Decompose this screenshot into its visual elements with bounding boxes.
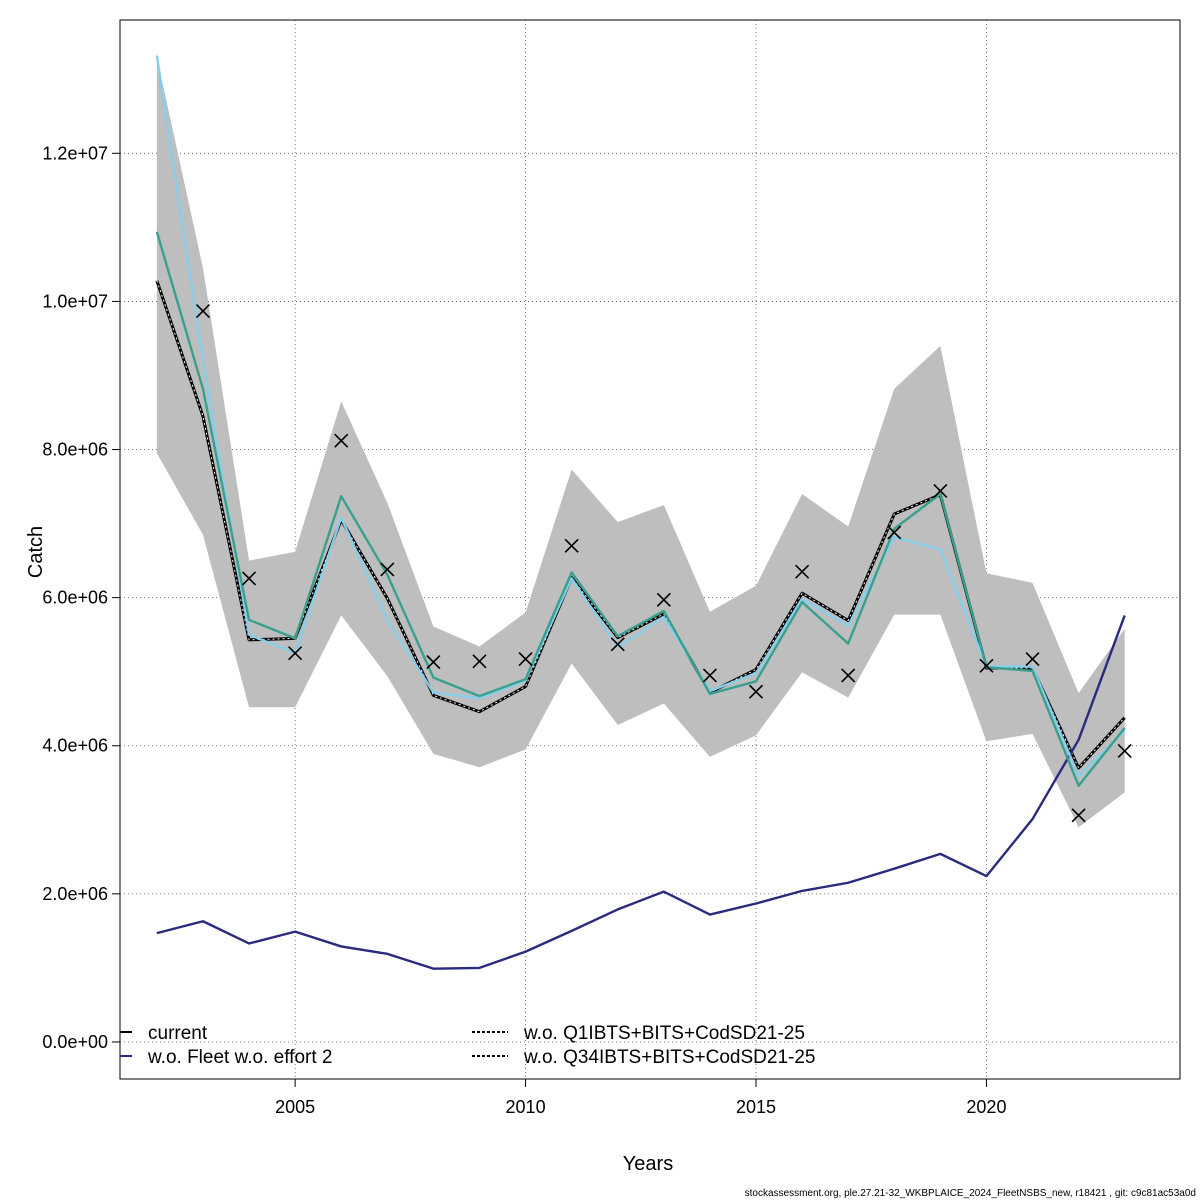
- observation-marker: [334, 433, 349, 448]
- x-tick-label: 2010: [506, 1097, 546, 1117]
- legend-item: w.o. Q1IBTS+BITS+CodSD21-25: [472, 1023, 805, 1044]
- observation-marker: [1117, 743, 1132, 758]
- observation-marker-stroke: [795, 564, 810, 579]
- y-tick-label: 4.0e+06: [42, 736, 108, 756]
- y-tick-label: 6.0e+06: [42, 588, 108, 608]
- observation-marker-stroke: [610, 637, 625, 652]
- observation-marker-stroke: [933, 483, 948, 499]
- axes-layer: 2005 2010 2015 2020 0.0e+00 2.0e+06 4.0e+06 6.0…: [42, 143, 1006, 1117]
- observation-marker: [748, 684, 764, 699]
- series-line-2: [155, 55, 1126, 778]
- observation-marker-stroke: [979, 658, 994, 673]
- series-line-1: [156, 614, 1126, 970]
- legend-label: current: [148, 1023, 208, 1044]
- observation-marker-stroke: [748, 684, 764, 699]
- y-tick-label: 2.0e+06: [42, 884, 108, 904]
- legend-label: w.o. Fleet w.o. effort 2: [147, 1047, 332, 1068]
- observation-marker-stroke: [887, 525, 902, 540]
- observation-marker-stroke: [564, 538, 579, 553]
- footer-note: stockassessment.org, ple.27.21-32_WKBPLA…: [745, 1188, 1196, 1199]
- observation-marker-stroke: [241, 571, 257, 586]
- observation-marker: [288, 646, 303, 661]
- observation-marker-stroke: [195, 303, 211, 319]
- observation-marker: [426, 654, 441, 670]
- y-axis-title: Catch: [25, 526, 47, 578]
- y-tick-label: 1.2e+07: [42, 143, 108, 163]
- observation-marker: [795, 564, 810, 579]
- legend-item: w.o. Fleet w.o. effort 2: [120, 1047, 332, 1068]
- observation-marker: [887, 525, 902, 540]
- observation-marker-stroke: [380, 562, 395, 577]
- observation-marker: [518, 652, 533, 667]
- x-axis-title: Years: [623, 1153, 673, 1175]
- y-tick-label: 8.0e+06: [42, 440, 108, 460]
- observation-marker: [702, 668, 717, 683]
- observation-marker-stroke: [334, 433, 349, 448]
- observation-marker: [656, 592, 671, 607]
- observation-marker-stroke: [1071, 808, 1086, 823]
- observation-marker: [472, 654, 487, 669]
- observation-marker: [610, 637, 625, 652]
- observation-marker-stroke: [472, 654, 487, 669]
- plot-frame: [119, 19, 1181, 1080]
- observation-marker-stroke: [1117, 743, 1132, 758]
- y-tick-label: 0.0e+00: [42, 1032, 108, 1052]
- confidence-band-layer: [156, 57, 1125, 828]
- legend-label: w.o. Q1IBTS+BITS+CodSD21-25: [523, 1023, 805, 1044]
- observation-marker: [241, 571, 257, 586]
- observation-marker-stroke: [518, 652, 533, 667]
- series-line-3: [155, 231, 1126, 787]
- observation-marker: [380, 562, 395, 577]
- x-tick-label: 2005: [275, 1097, 315, 1117]
- observation-markers-layer: [195, 303, 1132, 823]
- y-tick-label: 1.0e+07: [42, 291, 108, 311]
- observation-marker: [564, 538, 579, 553]
- observation-marker-stroke: [702, 668, 717, 683]
- x-tick-label: 2015: [736, 1097, 776, 1117]
- observation-marker: [195, 303, 211, 319]
- observation-marker: [841, 668, 856, 683]
- observation-marker: [933, 483, 948, 499]
- observation-marker-stroke: [426, 654, 441, 670]
- legend-item: current: [120, 1023, 208, 1044]
- observation-marker: [979, 658, 994, 673]
- legend: current w.o. Fleet w.o. effort 2 w.o. Q1IB…: [120, 1023, 816, 1068]
- legend-item: w.o. Q34IBTS+BITS+CodSD21-25: [472, 1047, 816, 1068]
- x-tick-label: 2020: [966, 1097, 1006, 1117]
- observation-marker-stroke: [841, 668, 856, 683]
- observation-marker-stroke: [656, 592, 671, 607]
- confidence-band: [156, 57, 1125, 828]
- observation-marker: [1071, 808, 1086, 823]
- legend-label: w.o. Q34IBTS+BITS+CodSD21-25: [523, 1047, 816, 1068]
- series-lines-layer: [155, 55, 1126, 970]
- observation-marker-stroke: [288, 646, 303, 661]
- observation-marker-stroke: [1025, 652, 1040, 667]
- observation-marker: [1025, 652, 1040, 667]
